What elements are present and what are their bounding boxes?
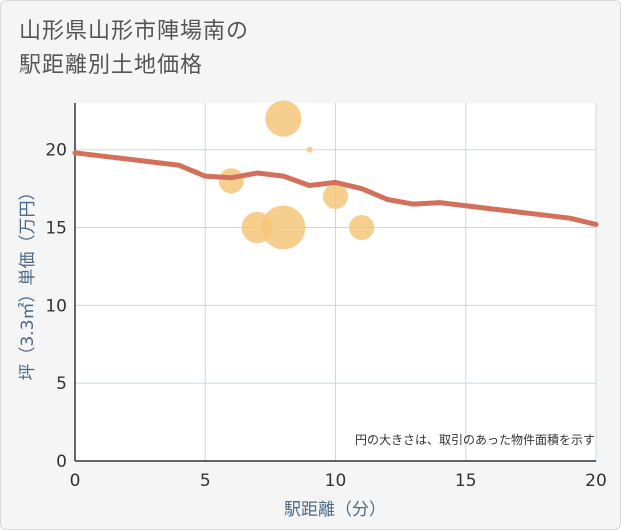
x-tick-label: 5 [200,471,211,491]
bubble-point [322,183,349,209]
bubble-point [306,146,313,153]
x-axis-label: 駅距離（分） [284,500,386,520]
chart-title-line1: 山形県山形市陣場南の [19,19,250,44]
y-tick-label: 20 [45,141,67,161]
bubble-point [218,168,244,194]
y-tick-label: 15 [45,219,67,239]
y-tick-labels: 0 5 10 15 20 [45,141,67,472]
bubble-point [261,205,306,250]
y-tick-label: 5 [56,374,67,394]
grid-lines [75,103,597,461]
y-tick-label: 10 [45,296,67,316]
y-tick-label: 0 [56,452,67,472]
y-axis-label: 坪（3.3㎡）単価（万円） [18,183,38,380]
x-tick-labels: 0 5 10 15 20 [70,471,607,491]
x-tick-label: 10 [325,471,347,491]
chart-title: 山形県山形市陣場南の 駅距離別土地価格 [19,15,579,83]
x-tick-label: 20 [585,471,607,491]
trend-line [72,150,599,227]
trend-series [72,150,599,227]
bubble-point [265,100,302,137]
x-tick-label: 15 [455,471,477,491]
size-legend-note: 円の大きさは、取引のあった物件面積を示す [355,432,595,447]
axes [74,103,596,462]
bubble-point [348,214,375,241]
x-tick-label: 0 [70,471,81,491]
bubble-series [218,100,375,250]
chart-title-line2: 駅距離別土地価格 [19,53,204,78]
